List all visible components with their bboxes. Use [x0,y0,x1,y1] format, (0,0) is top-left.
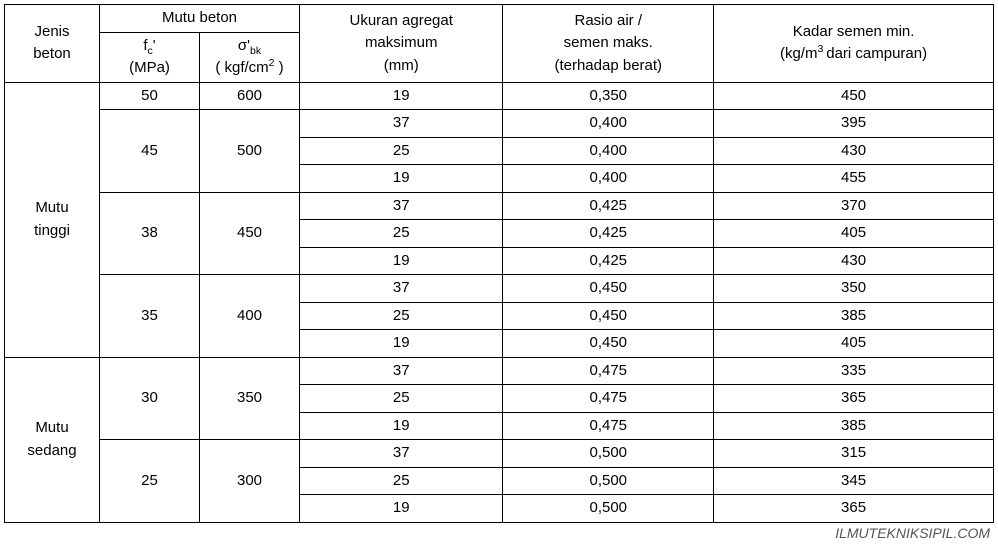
cell-ukuran: 25 [300,302,503,330]
cell-ukuran: 37 [300,192,503,220]
header-text: Mutu beton [162,9,237,26]
cell-kadar: 395 [714,110,994,138]
header-text: semen maks. [564,34,653,51]
cell-rasio: 0,450 [503,330,714,358]
cell-fc: 30 [100,357,200,440]
cell-fc: 35 [100,275,200,358]
cell-ukuran: 19 [300,165,503,193]
cell-rasio: 0,500 [503,440,714,468]
header-text: (MPa) [129,59,170,76]
cell-rasio: 0,425 [503,247,714,275]
cell-ukuran: 25 [300,467,503,495]
cell-sigma-bk: 450 [200,192,300,275]
cell-ukuran: 19 [300,330,503,358]
cell-fc: 50 [100,82,200,110]
header-text: Kadar semen min. [793,23,915,40]
cell-kadar: 385 [714,412,994,440]
cell-jenis-beton: Mututinggi [5,82,100,357]
cell-ukuran: 37 [300,110,503,138]
cell-rasio: 0,475 [503,385,714,413]
table-header: Jenis beton Mutu beton Ukuran agregat ma… [5,5,994,83]
header-text: maksimum [365,34,438,51]
table-row: 38450370,425370 [5,192,994,220]
cell-ukuran: 25 [300,137,503,165]
cell-rasio: 0,500 [503,495,714,523]
col-kadar-semen-header: Kadar semen min. (kg/m3 dari campuran) [714,5,994,83]
cell-kadar: 315 [714,440,994,468]
cell-rasio: 0,500 [503,467,714,495]
header-text: Rasio air / [574,12,642,29]
cell-sigma-bk: 350 [200,357,300,440]
cell-kadar: 430 [714,137,994,165]
cell-kadar: 365 [714,385,994,413]
cell-kadar: 350 [714,275,994,303]
col-sigma-bk-header: σ'bk ( kgf/cm2 ) [200,32,300,82]
cell-ukuran: 19 [300,412,503,440]
table-row: Mututinggi50600190,350450 [5,82,994,110]
cell-sigma-bk: 300 [200,440,300,523]
cell-rasio: 0,450 [503,275,714,303]
footer-credit: ILMUTEKNIKSIPIL.COM [4,523,994,541]
cell-kadar: 335 [714,357,994,385]
cell-ukuran: 37 [300,440,503,468]
header-text: (kg/m3 dari campuran) [780,45,927,62]
header-text: ( kgf/cm2 ) [215,59,283,76]
cell-rasio: 0,475 [503,412,714,440]
cell-ukuran: 19 [300,247,503,275]
table-row: 35400370,450350 [5,275,994,303]
cell-kadar: 345 [714,467,994,495]
concrete-mix-table: Jenis beton Mutu beton Ukuran agregat ma… [4,4,994,523]
cell-kadar: 450 [714,82,994,110]
table-row: Mutusedang30350370,475335 [5,357,994,385]
cell-kadar: 455 [714,165,994,193]
cell-sigma-bk: 500 [200,110,300,193]
cell-fc: 25 [100,440,200,523]
cell-rasio: 0,400 [503,137,714,165]
cell-rasio: 0,350 [503,82,714,110]
cell-ukuran: 37 [300,357,503,385]
cell-kadar: 430 [714,247,994,275]
cell-kadar: 385 [714,302,994,330]
cell-rasio: 0,425 [503,192,714,220]
cell-ukuran: 19 [300,82,503,110]
cell-fc: 45 [100,110,200,193]
col-rasio-air-header: Rasio air / semen maks. (terhadap berat) [503,5,714,83]
header-text: fc' [143,37,155,54]
col-ukuran-agregat-header: Ukuran agregat maksimum (mm) [300,5,503,83]
cell-rasio: 0,450 [503,302,714,330]
cell-fc: 38 [100,192,200,275]
header-row-1: Jenis beton Mutu beton Ukuran agregat ma… [5,5,994,33]
header-text: (terhadap berat) [554,57,662,74]
header-text: σ'bk [238,37,261,54]
cell-ukuran: 37 [300,275,503,303]
header-text: Ukuran agregat [350,12,453,29]
cell-kadar: 405 [714,330,994,358]
header-text: (mm) [384,57,419,74]
cell-rasio: 0,400 [503,165,714,193]
cell-jenis-beton: Mutusedang [5,357,100,522]
table-row: 25300370,500315 [5,440,994,468]
cell-ukuran: 25 [300,385,503,413]
cell-sigma-bk: 600 [200,82,300,110]
cell-sigma-bk: 400 [200,275,300,358]
table-body: Mututinggi50600190,35045045500370,400395… [5,82,994,522]
table-row: 45500370,400395 [5,110,994,138]
header-text: beton [33,45,71,62]
cell-rasio: 0,425 [503,220,714,248]
cell-kadar: 370 [714,192,994,220]
cell-ukuran: 19 [300,495,503,523]
cell-rasio: 0,475 [503,357,714,385]
cell-kadar: 405 [714,220,994,248]
col-jenis-beton-header: Jenis beton [5,5,100,83]
col-fc-header: fc' (MPa) [100,32,200,82]
cell-kadar: 365 [714,495,994,523]
cell-ukuran: 25 [300,220,503,248]
header-text: Jenis [34,23,69,40]
col-mutu-beton-header: Mutu beton [100,5,300,33]
cell-rasio: 0,400 [503,110,714,138]
